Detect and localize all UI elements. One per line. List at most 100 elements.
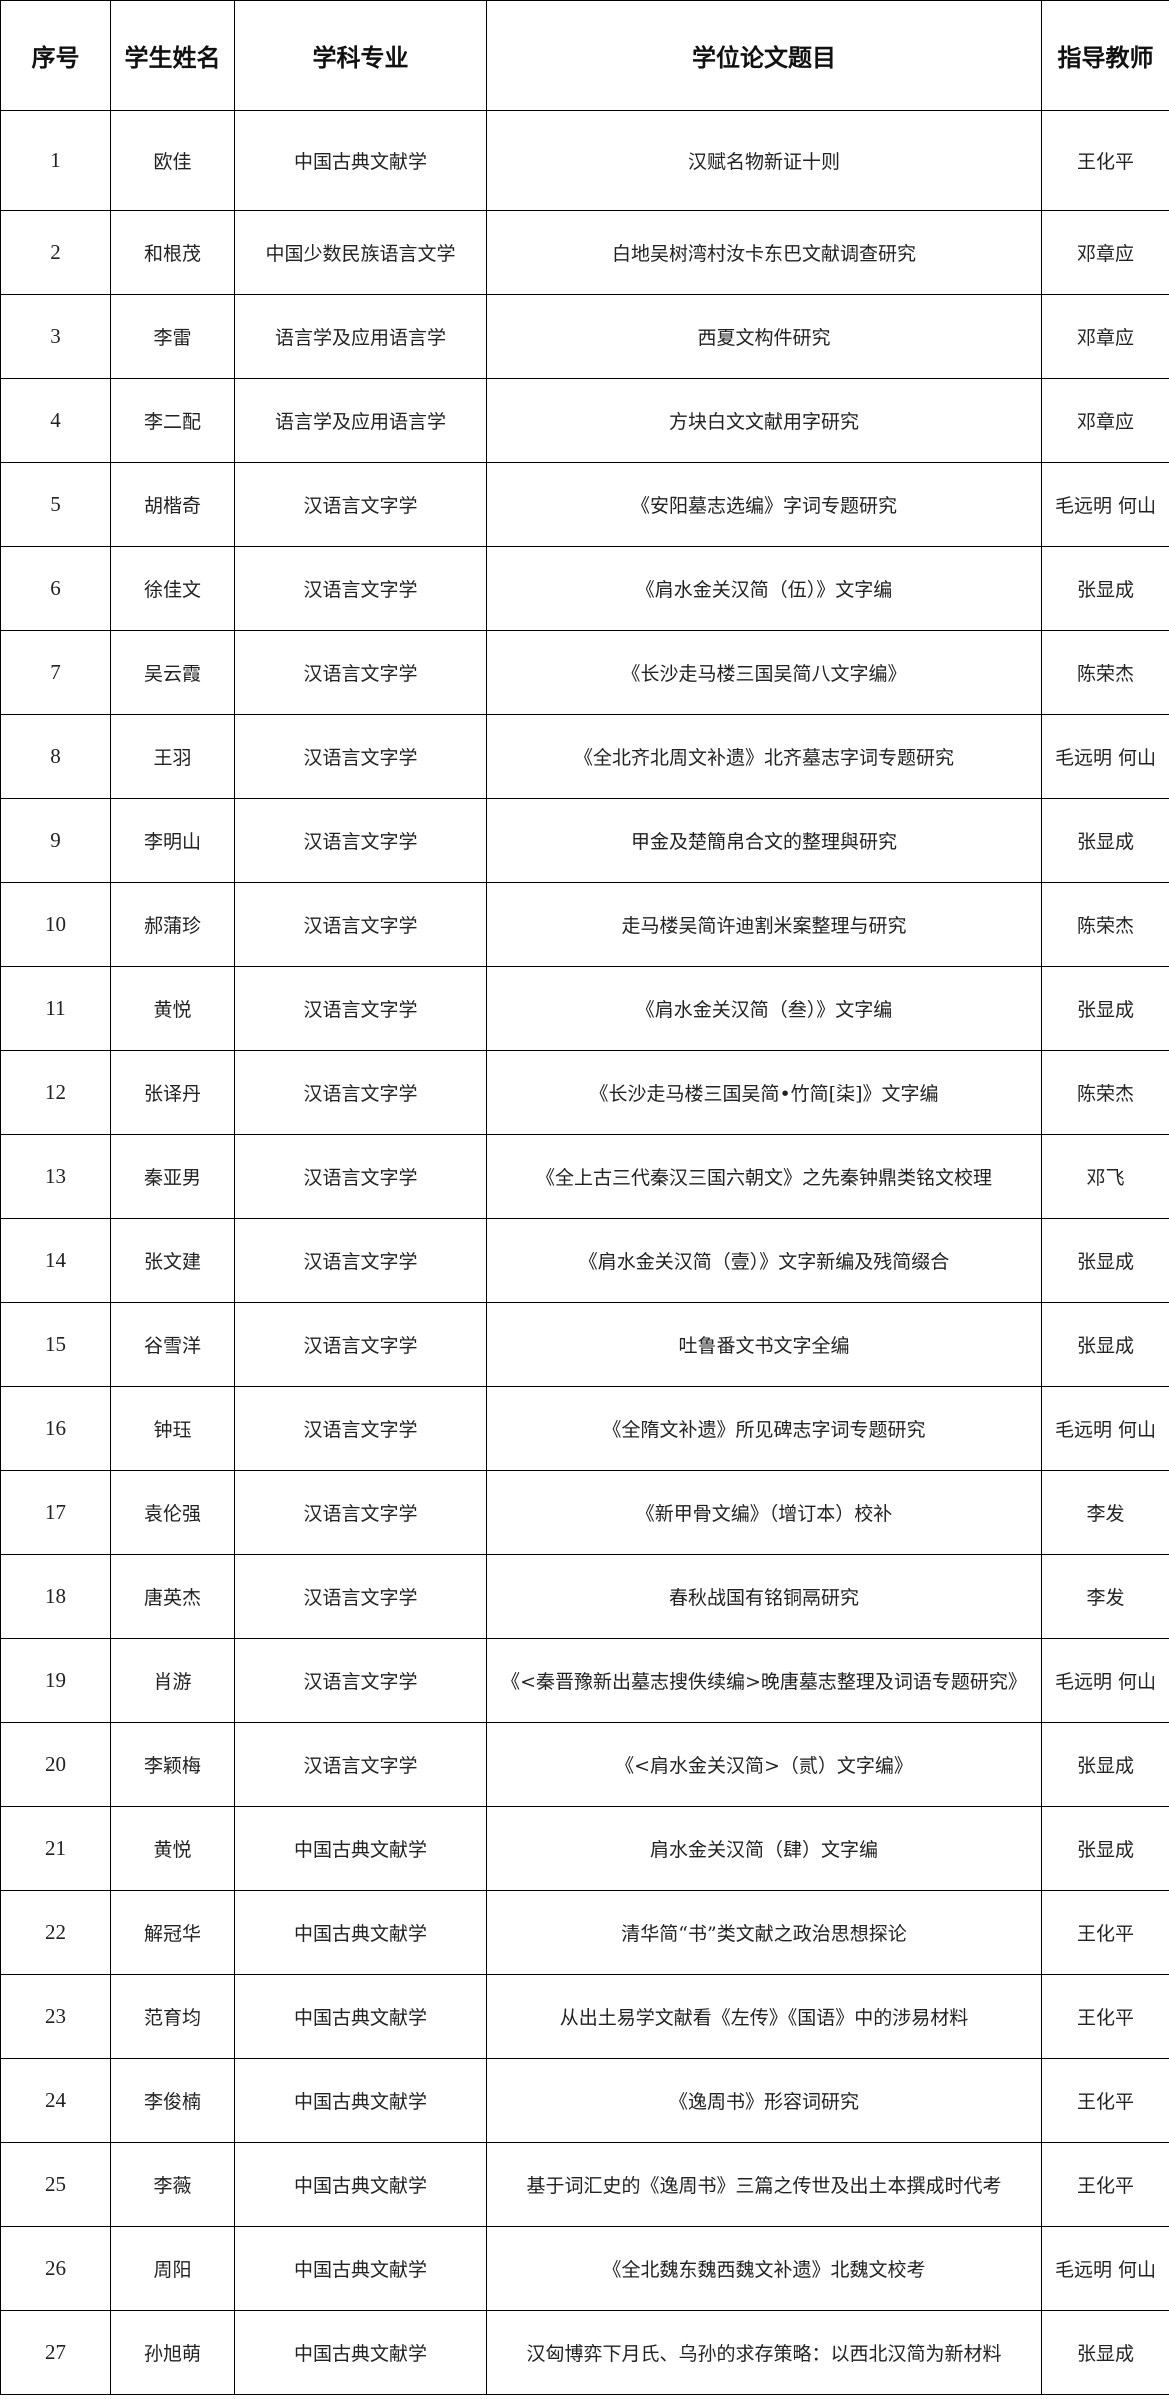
cell-advisor: 张显成 — [1041, 2310, 1169, 2395]
cell-major: 中国古典文献学 — [234, 1806, 487, 1891]
cell-index: 1 — [0, 110, 111, 211]
cell-student-name: 吴云霞 — [110, 630, 235, 715]
cell-advisor: 李发 — [1041, 1554, 1169, 1639]
cell-advisor: 王化平 — [1041, 1974, 1169, 2059]
cell-advisor: 张显成 — [1041, 1302, 1169, 1387]
cell-thesis-title: 白地吴树湾村汝卡东巴文献调查研究 — [486, 210, 1042, 295]
header-student-name: 学生姓名 — [110, 0, 235, 111]
cell-index: 10 — [0, 882, 111, 967]
cell-index: 21 — [0, 1806, 111, 1891]
cell-major: 汉语言文字学 — [234, 798, 487, 883]
cell-student-name: 袁伦强 — [110, 1470, 235, 1555]
table-row: 3 李雷 语言学及应用语言学 西夏文构件研究 邓章应 — [0, 294, 1169, 379]
cell-student-name: 解冠华 — [110, 1890, 235, 1975]
cell-index: 15 — [0, 1302, 111, 1387]
table-row: 24 李俊楠 中国古典文献学 《逸周书》形容词研究 王化平 — [0, 2058, 1169, 2143]
cell-major: 汉语言文字学 — [234, 1302, 487, 1387]
table-row: 7 吴云霞 汉语言文字学 《长沙走马楼三国吴简八文字编》 陈荣杰 — [0, 630, 1169, 715]
table-row: 21 黄悦 中国古典文献学 肩水金关汉简（肆）文字编 张显成 — [0, 1806, 1169, 1891]
cell-major: 语言学及应用语言学 — [234, 294, 487, 379]
table-row: 2 和根茂 中国少数民族语言文学 白地吴树湾村汝卡东巴文献调查研究 邓章应 — [0, 210, 1169, 295]
table-row: 17 袁伦强 汉语言文字学 《新甲骨文编》（增订本）校补 李发 — [0, 1470, 1169, 1555]
cell-major: 中国古典文献学 — [234, 2226, 487, 2311]
table-row: 18 唐英杰 汉语言文字学 春秋战国有铭铜鬲研究 李发 — [0, 1554, 1169, 1639]
table-row: 8 王羽 汉语言文字学 《全北齐北周文补遗》北齐墓志字词专题研究 毛远明 何山 — [0, 714, 1169, 799]
cell-index: 4 — [0, 378, 111, 463]
cell-advisor: 毛远明 何山 — [1041, 462, 1169, 547]
cell-student-name: 李俊楠 — [110, 2058, 235, 2143]
cell-index: 8 — [0, 714, 111, 799]
cell-advisor: 王化平 — [1041, 2058, 1169, 2143]
cell-advisor: 邓章应 — [1041, 210, 1169, 295]
cell-major: 汉语言文字学 — [234, 1470, 487, 1555]
cell-advisor: 毛远明 何山 — [1041, 1638, 1169, 1723]
cell-advisor: 王化平 — [1041, 2142, 1169, 2227]
cell-student-name: 李二配 — [110, 378, 235, 463]
cell-major: 中国古典文献学 — [234, 110, 487, 211]
table-row: 23 范育均 中国古典文献学 从出土易学文献看《左传》《国语》中的涉易材料 王化平 — [0, 1974, 1169, 2059]
table-row: 1 欧佳 中国古典文献学 汉赋名物新证十则 王化平 — [0, 110, 1169, 211]
cell-major: 中国古典文献学 — [234, 2142, 487, 2227]
cell-thesis-title: 《肩水金关汉简（叁）》文字编 — [486, 966, 1042, 1051]
cell-student-name: 李明山 — [110, 798, 235, 883]
table-row: 14 张文建 汉语言文字学 《肩水金关汉简（壹）》文字新编及残简缀合 张显成 — [0, 1218, 1169, 1303]
cell-index: 23 — [0, 1974, 111, 2059]
cell-thesis-title: 春秋战国有铭铜鬲研究 — [486, 1554, 1042, 1639]
cell-advisor: 邓章应 — [1041, 378, 1169, 463]
cell-major: 语言学及应用语言学 — [234, 378, 487, 463]
cell-advisor: 李发 — [1041, 1470, 1169, 1555]
cell-major: 汉语言文字学 — [234, 714, 487, 799]
cell-thesis-title: 汉匈博弈下月氏、乌孙的求存策略：以西北汉简为新材料 — [486, 2310, 1042, 2395]
cell-index: 25 — [0, 2142, 111, 2227]
cell-advisor: 张显成 — [1041, 966, 1169, 1051]
cell-advisor: 邓章应 — [1041, 294, 1169, 379]
cell-index: 6 — [0, 546, 111, 631]
table-row: 20 李颖梅 汉语言文字学 《<肩水金关汉简>（贰）文字编》 张显成 — [0, 1722, 1169, 1807]
cell-thesis-title: 方块白文文献用字研究 — [486, 378, 1042, 463]
cell-thesis-title: 《长沙走马楼三国吴简•竹简[柒]》文字编 — [486, 1050, 1042, 1135]
cell-index: 17 — [0, 1470, 111, 1555]
cell-advisor: 王化平 — [1041, 1890, 1169, 1975]
cell-index: 11 — [0, 966, 111, 1051]
cell-thesis-title: 《全隋文补遗》所见碑志字词专题研究 — [486, 1386, 1042, 1471]
cell-advisor: 毛远明 何山 — [1041, 714, 1169, 799]
table-row: 4 李二配 语言学及应用语言学 方块白文文献用字研究 邓章应 — [0, 378, 1169, 463]
cell-student-name: 李薇 — [110, 2142, 235, 2227]
cell-index: 7 — [0, 630, 111, 715]
table-row: 6 徐佳文 汉语言文字学 《肩水金关汉简（伍）》文字编 张显成 — [0, 546, 1169, 631]
cell-student-name: 欧佳 — [110, 110, 235, 211]
cell-student-name: 范育均 — [110, 1974, 235, 2059]
cell-thesis-title: 《<肩水金关汉简>（贰）文字编》 — [486, 1722, 1042, 1807]
cell-advisor: 张显成 — [1041, 1806, 1169, 1891]
cell-thesis-title: 西夏文构件研究 — [486, 294, 1042, 379]
cell-index: 12 — [0, 1050, 111, 1135]
table-row: 22 解冠华 中国古典文献学 清华简“书”类文献之政治思想探论 王化平 — [0, 1890, 1169, 1975]
cell-major: 中国古典文献学 — [234, 1890, 487, 1975]
cell-major: 汉语言文字学 — [234, 462, 487, 547]
cell-student-name: 孙旭萌 — [110, 2310, 235, 2395]
header-index: 序号 — [0, 0, 111, 111]
cell-thesis-title: 《<秦晋豫新出墓志搜佚续编>晚唐墓志整理及词语专题研究》 — [486, 1638, 1042, 1723]
cell-major: 汉语言文字学 — [234, 882, 487, 967]
table-row: 5 胡楷奇 汉语言文字学 《安阳墓志选编》字词专题研究 毛远明 何山 — [0, 462, 1169, 547]
cell-thesis-title: 《长沙走马楼三国吴简八文字编》 — [486, 630, 1042, 715]
cell-major: 汉语言文字学 — [234, 630, 487, 715]
header-thesis-title: 学位论文题目 — [486, 0, 1042, 111]
cell-thesis-title: 《全北魏东魏西魏文补遗》北魏文校考 — [486, 2226, 1042, 2311]
cell-major: 汉语言文字学 — [234, 1050, 487, 1135]
table-row: 9 李明山 汉语言文字学 甲金及楚簡帛合文的整理與研究 张显成 — [0, 798, 1169, 883]
table-row: 11 黄悦 汉语言文字学 《肩水金关汉简（叁）》文字编 张显成 — [0, 966, 1169, 1051]
cell-major: 汉语言文字学 — [234, 966, 487, 1051]
cell-advisor: 陈荣杰 — [1041, 1050, 1169, 1135]
cell-major: 汉语言文字学 — [234, 1386, 487, 1471]
cell-index: 13 — [0, 1134, 111, 1219]
cell-student-name: 郝蒲珍 — [110, 882, 235, 967]
cell-index: 24 — [0, 2058, 111, 2143]
cell-thesis-title: 《肩水金关汉简（壹）》文字新编及残简缀合 — [486, 1218, 1042, 1303]
cell-advisor: 陈荣杰 — [1041, 882, 1169, 967]
cell-major: 中国古典文献学 — [234, 2058, 487, 2143]
cell-index: 14 — [0, 1218, 111, 1303]
cell-index: 16 — [0, 1386, 111, 1471]
cell-student-name: 黄悦 — [110, 1806, 235, 1891]
